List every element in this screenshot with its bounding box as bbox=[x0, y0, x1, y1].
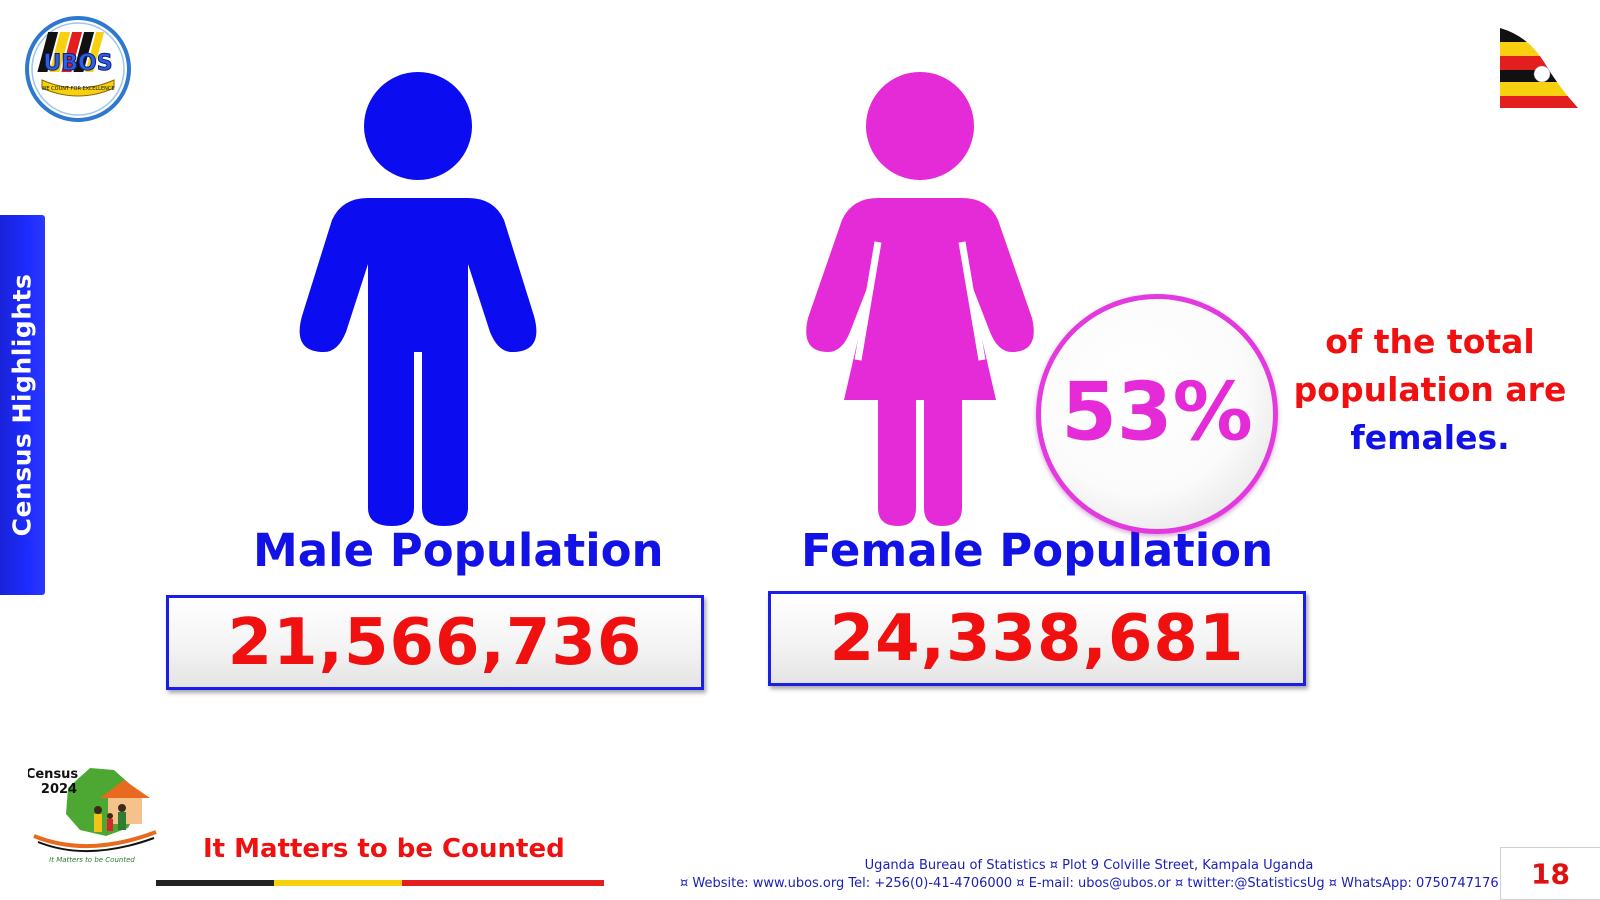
male-population-value: 21,566,736 bbox=[227, 605, 643, 680]
ubos-logo-tagline: WE COUNT FOR EXCELLENCE bbox=[41, 86, 114, 92]
uganda-flag-icon bbox=[1498, 22, 1582, 114]
census-logo-line1: Census bbox=[28, 767, 78, 782]
caption-line-1: of the total bbox=[1325, 322, 1535, 361]
female-share-caption: of the total population are females. bbox=[1290, 318, 1570, 462]
footer-address: Uganda Bureau of Statistics ¤ Plot 9 Col… bbox=[864, 858, 1314, 873]
female-population-value: 24,338,681 bbox=[829, 601, 1245, 676]
page-number-box: 18 bbox=[1500, 847, 1600, 900]
caption-line-2: population are bbox=[1293, 370, 1567, 409]
footer-contact: Uganda Bureau of Statistics ¤ Plot 9 Col… bbox=[680, 857, 1499, 893]
male-population-value-box: 21,566,736 bbox=[166, 595, 704, 690]
flag-color-bar bbox=[156, 880, 604, 886]
female-population-value-box: 24,338,681 bbox=[768, 591, 1306, 686]
section-tab-label: Census Highlights bbox=[7, 273, 37, 537]
ubos-logo: UBOS WE COUNT FOR EXCELLENCE bbox=[24, 10, 132, 128]
slogan: It Matters to be Counted bbox=[203, 834, 565, 864]
ubos-logo-text: UBOS bbox=[43, 51, 112, 76]
section-tab: Census Highlights bbox=[0, 215, 45, 595]
female-percent-badge: 53% bbox=[1036, 294, 1278, 534]
caption-line-3: females. bbox=[1350, 418, 1510, 457]
page-number: 18 bbox=[1531, 857, 1570, 890]
footer-contacts: ¤ Website: www.ubos.org Tel: +256(0)-41-… bbox=[680, 876, 1499, 891]
census-logo-tagline: It Matters to be Counted bbox=[49, 856, 135, 864]
male-person-icon bbox=[298, 70, 542, 530]
male-population-label: Male Population bbox=[253, 524, 664, 577]
census-logo-line2: 2024 bbox=[41, 782, 77, 797]
female-population-label: Female Population bbox=[801, 524, 1274, 577]
female-percent-value: 53% bbox=[1061, 365, 1253, 459]
female-person-icon bbox=[800, 70, 1044, 530]
census-2024-logo: Census 2024 It Matters to be Counted bbox=[26, 758, 164, 868]
